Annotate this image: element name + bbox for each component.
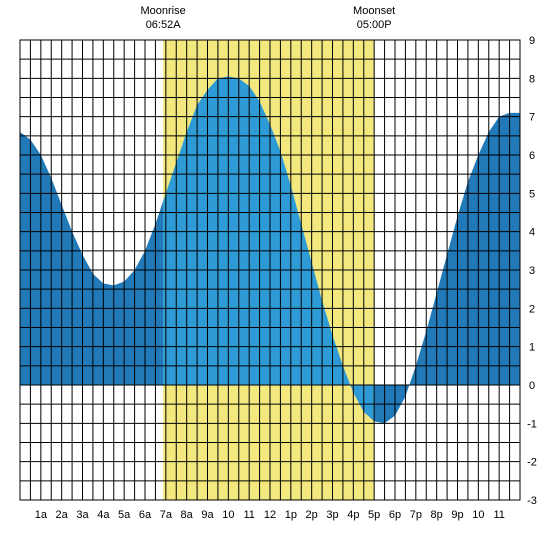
svg-text:12: 12 xyxy=(264,509,276,521)
svg-text:9a: 9a xyxy=(201,509,214,521)
moonset-label: Moonset xyxy=(344,4,404,18)
svg-text:-2: -2 xyxy=(527,457,537,469)
svg-text:1p: 1p xyxy=(285,509,297,521)
svg-text:10: 10 xyxy=(472,509,484,521)
svg-text:8a: 8a xyxy=(181,509,194,521)
svg-text:11: 11 xyxy=(493,509,504,521)
svg-text:4p: 4p xyxy=(347,509,359,521)
svg-text:9: 9 xyxy=(529,35,535,47)
svg-text:8: 8 xyxy=(529,73,535,85)
svg-text:7: 7 xyxy=(529,112,535,124)
svg-text:0: 0 xyxy=(529,380,535,392)
moonrise-annotation: Moonrise 06:52A xyxy=(133,4,193,33)
svg-text:10: 10 xyxy=(222,509,234,521)
tide-chart: 1a2a3a4a5a6a7a8a9a1011121p2p3p4p5p6p7p8p… xyxy=(0,0,550,550)
moonrise-label: Moonrise xyxy=(133,4,193,18)
svg-text:2: 2 xyxy=(529,303,535,315)
svg-text:6p: 6p xyxy=(389,509,401,521)
svg-text:4: 4 xyxy=(529,227,535,239)
svg-text:5: 5 xyxy=(529,188,535,200)
moonrise-time: 06:52A xyxy=(133,18,193,32)
svg-text:1: 1 xyxy=(529,342,535,354)
moonset-annotation: Moonset 05:00P xyxy=(344,4,404,33)
svg-text:3p: 3p xyxy=(326,509,338,521)
svg-text:11: 11 xyxy=(243,509,254,521)
svg-text:2p: 2p xyxy=(306,509,318,521)
svg-text:5p: 5p xyxy=(368,509,380,521)
svg-text:4a: 4a xyxy=(97,509,110,521)
chart-svg: 1a2a3a4a5a6a7a8a9a1011121p2p3p4p5p6p7p8p… xyxy=(0,0,550,550)
svg-text:5a: 5a xyxy=(118,509,131,521)
svg-text:2a: 2a xyxy=(56,509,69,521)
svg-text:3: 3 xyxy=(529,265,535,277)
svg-text:6a: 6a xyxy=(139,509,152,521)
svg-text:8p: 8p xyxy=(431,509,443,521)
moonset-time: 05:00P xyxy=(344,18,404,32)
svg-text:3a: 3a xyxy=(76,509,89,521)
svg-text:-3: -3 xyxy=(527,495,537,507)
svg-text:6: 6 xyxy=(529,150,535,162)
svg-text:9p: 9p xyxy=(451,509,463,521)
svg-text:7a: 7a xyxy=(160,509,173,521)
svg-text:7p: 7p xyxy=(410,509,422,521)
svg-text:-1: -1 xyxy=(527,418,537,430)
svg-text:1a: 1a xyxy=(35,509,48,521)
